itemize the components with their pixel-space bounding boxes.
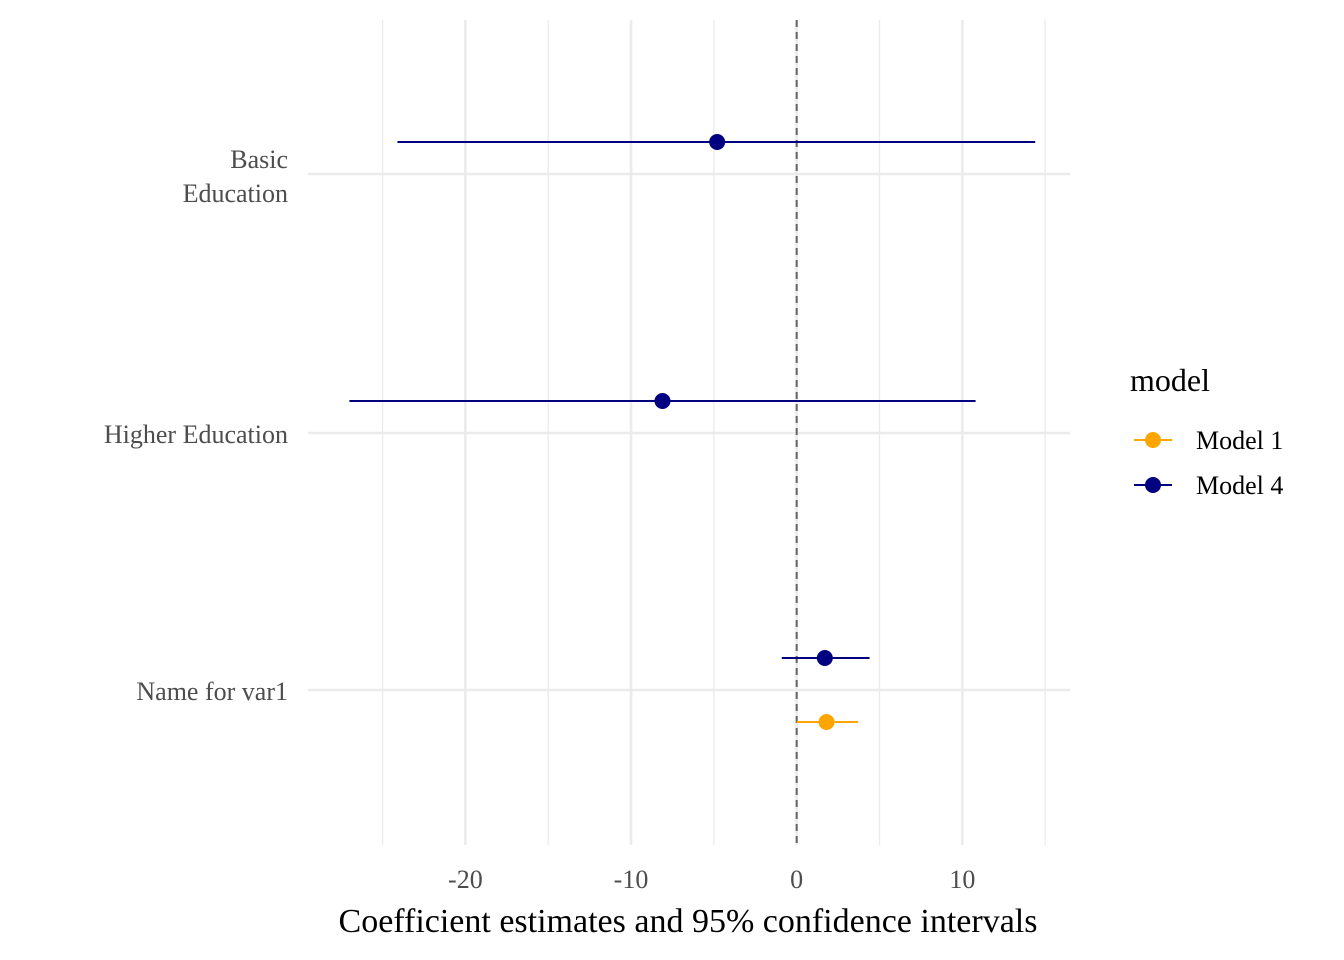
legend-label: Model 4 <box>1196 471 1283 500</box>
estimate-point-model-4-basic <box>709 134 726 150</box>
series-layer <box>349 134 1036 730</box>
estimate-point-model-4-higher <box>654 393 671 409</box>
y-tick-label-basic: Education <box>183 179 288 208</box>
x-tick-label: -20 <box>448 865 483 894</box>
x-tick-label: -10 <box>614 865 649 894</box>
x-tick-label: 10 <box>949 865 975 894</box>
legend-key-point <box>1145 477 1161 493</box>
y-tick-label-higher: Higher Education <box>104 420 288 449</box>
x-axis-label: Coefficient estimates and 95% confidence… <box>339 903 1038 940</box>
legend-entries: Model 1 Model 4 <box>1134 426 1283 500</box>
legend-label: Model 1 <box>1196 426 1283 455</box>
legend: model Model 1 Model 4 <box>1130 362 1283 500</box>
estimate-point-model-1-var1 <box>818 714 835 730</box>
y-tick-label-var1: Name for var1 <box>136 677 288 706</box>
x-tick-label: 0 <box>790 865 803 894</box>
y-tick-labels: Basic Education Higher Education Name for v… <box>104 145 288 706</box>
y-tick-label-basic: Basic <box>230 145 288 174</box>
grid-layer <box>308 20 1070 845</box>
legend-title: model <box>1130 362 1210 398</box>
legend-key-point <box>1145 432 1161 448</box>
x-tick-labels: -20 -10 0 10 <box>448 865 975 894</box>
estimate-point-model-4-var1 <box>816 650 833 666</box>
